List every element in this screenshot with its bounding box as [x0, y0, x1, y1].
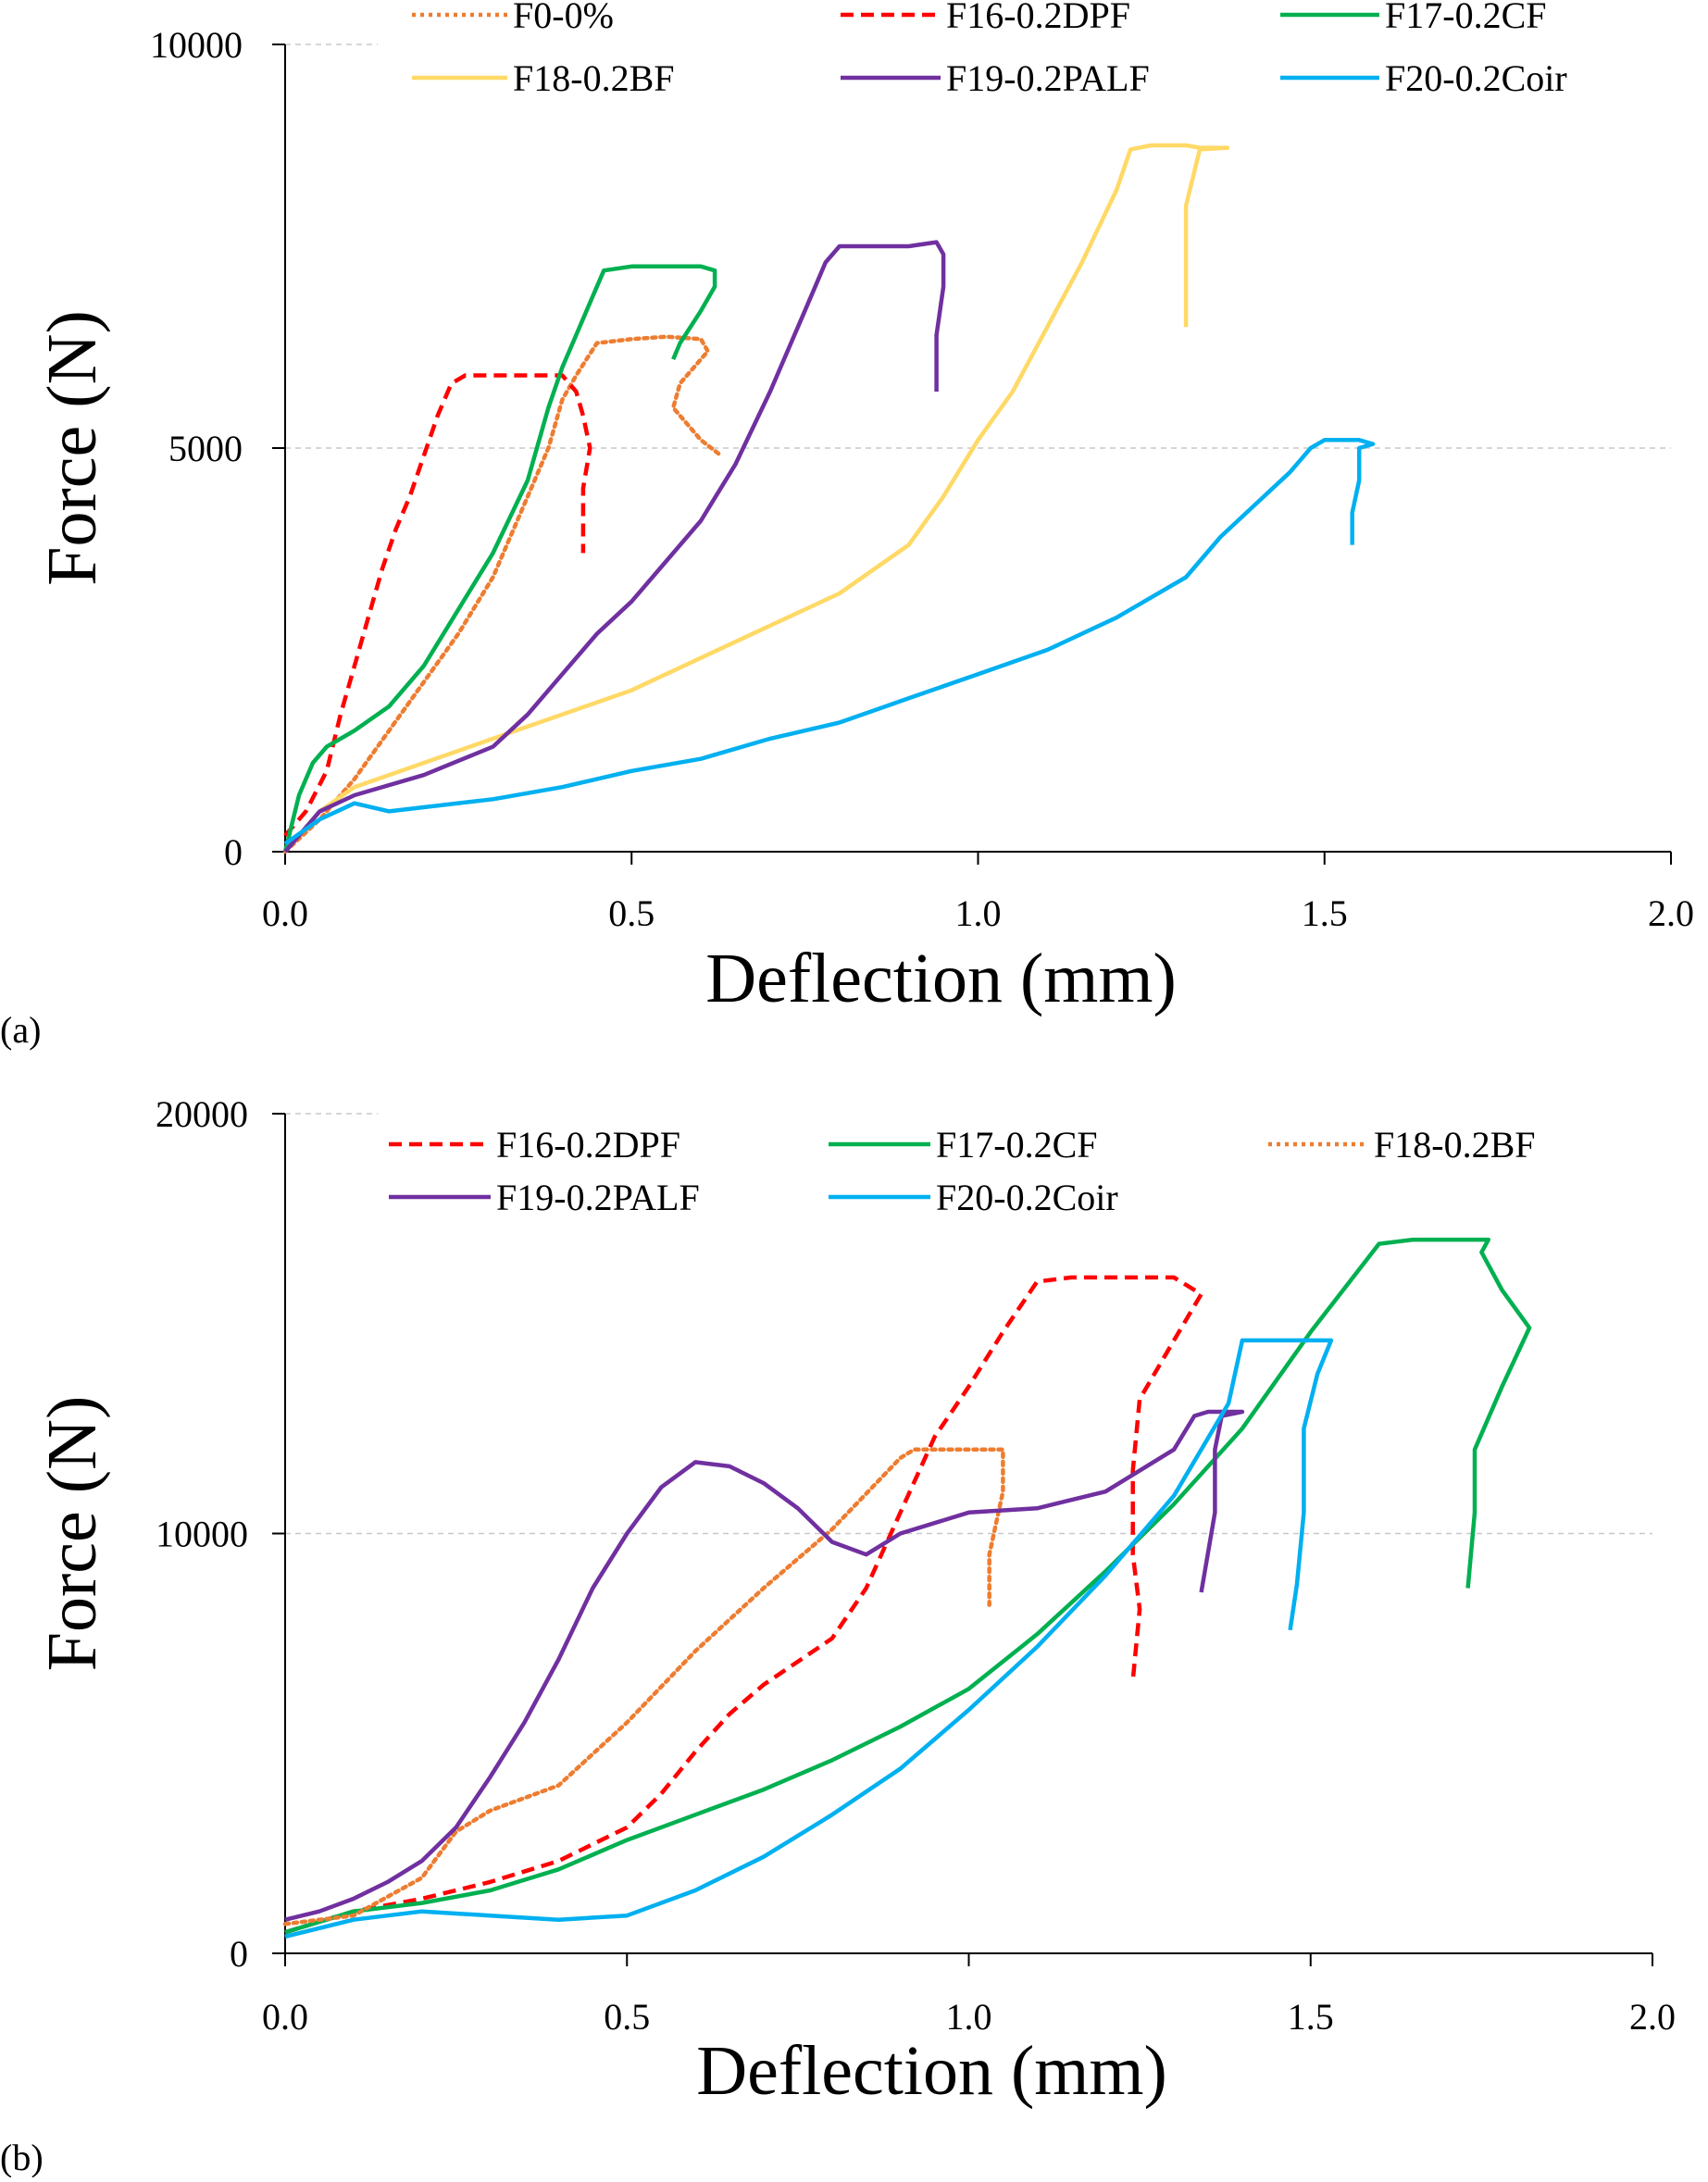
legend-label: F16-0.2DPF: [496, 1124, 680, 1166]
legend-label: F18-0.2BF: [513, 57, 675, 99]
legend-label: F19-0.2PALF: [946, 57, 1150, 99]
y-tick-label: 20000: [156, 1093, 248, 1135]
legend-label: F18-0.2BF: [1374, 1124, 1536, 1166]
x-tick-label: 0.0: [262, 892, 308, 934]
x-tick-label: 0.0: [262, 1996, 308, 2038]
series-line-F18-0.2BF: [283, 143, 1230, 854]
series-line-F19-0.2PALF: [283, 240, 946, 854]
panel-label: (a): [0, 1009, 41, 1051]
panel-label: (b): [0, 2137, 44, 2177]
y-axis-title: Force (N): [33, 310, 111, 586]
x-tick-label: 1.0: [955, 892, 1002, 934]
series-line-F20-0.2Coir: [284, 1338, 1334, 1939]
x-tick-label: 2.0: [1629, 1996, 1676, 2038]
chart-panel-b: 0 10000 20000 0.0 0.5 1.0 1.5 2.0 Deflection (mm…: [0, 1093, 1676, 2178]
series-line-F17-0.2CF: [282, 264, 717, 853]
series-line-F17-0.2CF: [284, 1237, 1532, 1935]
series-line-F0-0%: [282, 334, 724, 854]
legend-label: F0-0%: [513, 0, 614, 36]
x-tick-label: 1.5: [1302, 892, 1348, 934]
x-axis-title: Deflection (mm): [705, 940, 1177, 1017]
chart-panel-a: 0 5000 10000 0.0 0.5 1.0 1.5 2.0 Deflection (mm)…: [0, 0, 1694, 1051]
x-axis-title: Deflection (mm): [696, 2032, 1167, 2110]
y-tick-label: 0: [224, 831, 243, 873]
series-line-F20-0.2Coir: [283, 438, 1376, 846]
series-line-F19-0.2PALF: [284, 1409, 1245, 1922]
x-tick-label: 1.5: [1288, 1996, 1334, 2038]
x-tick-label: 0.5: [604, 1996, 650, 2038]
series-line-F16-0.2DPF: [283, 373, 592, 838]
series-line-F16-0.2DPF: [284, 1275, 1203, 1935]
x-tick-label: 2.0: [1648, 892, 1694, 934]
legend-label: F16-0.2DPF: [946, 0, 1130, 36]
y-axis-title: Force (N): [33, 1396, 111, 1672]
y-tick-label: 5000: [168, 428, 243, 469]
x-tick-label: 1.0: [946, 1996, 992, 2038]
y-tick-label: 0: [230, 1933, 248, 1975]
legend-label: F20-0.2Coir: [1385, 57, 1567, 99]
series-line-F18-0.2BF: [282, 1447, 1005, 1926]
x-tick-label: 0.5: [608, 892, 655, 934]
legend-label: F17-0.2CF: [1385, 0, 1547, 36]
y-tick-label: 10000: [150, 24, 243, 66]
legend-label: F20-0.2Coir: [936, 1177, 1118, 1218]
legend-label: F19-0.2PALF: [496, 1177, 700, 1218]
legend-label: F17-0.2CF: [936, 1124, 1098, 1166]
y-tick-label: 10000: [156, 1514, 248, 1555]
